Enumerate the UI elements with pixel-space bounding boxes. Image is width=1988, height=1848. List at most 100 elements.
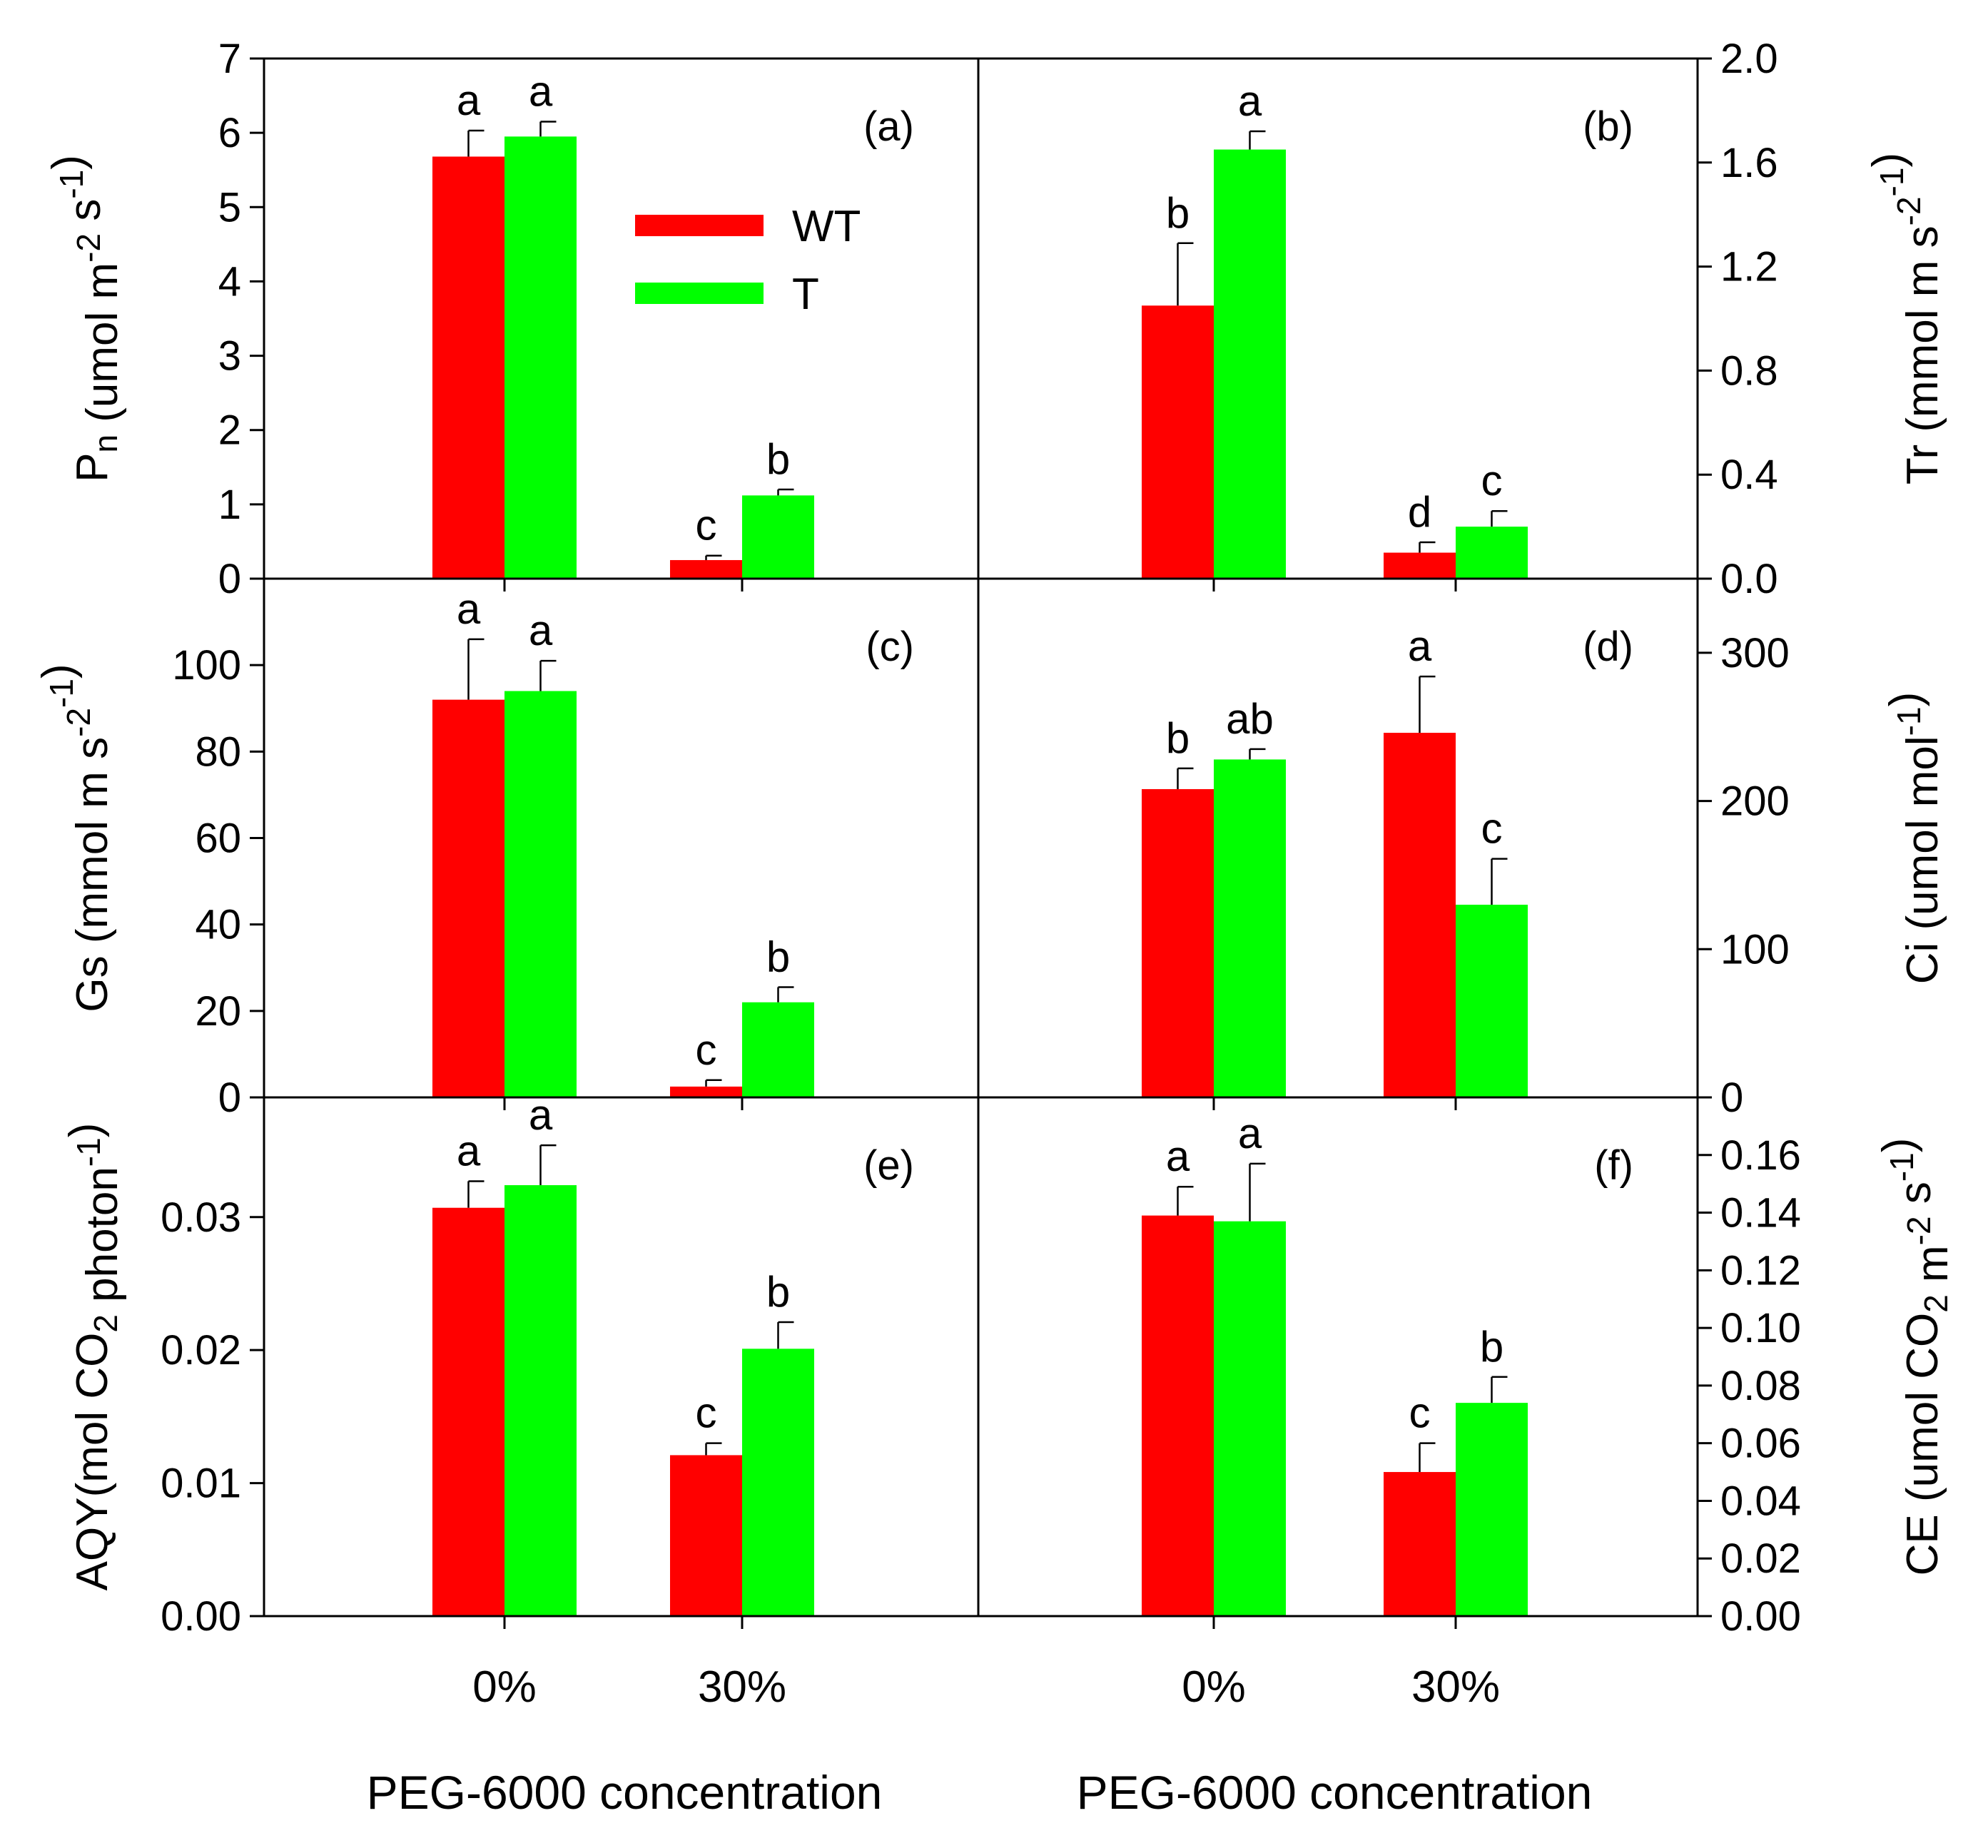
y-tick-label: 0.01 — [161, 1461, 241, 1507]
y-tick-label: 0.10 — [1720, 1305, 1801, 1351]
panel-b: 0.0 0.4 0.8 1.2 1.6 2.0 b d a c (b) Tr (mmol m s-2-… — [1142, 36, 1947, 602]
panel-a: 0 1 2 3 4 5 6 7 a c a b (a) Pn (umol m-2 s-1) — [44, 36, 914, 602]
bar-t-0pct — [1214, 759, 1286, 1097]
bar-wt-0pct — [432, 1207, 504, 1616]
significance-letter: c — [1409, 1389, 1431, 1437]
y-axis-title-part: 2 — [1917, 1294, 1954, 1313]
y-axis-title-part: -2 — [1900, 1216, 1937, 1245]
y-tick-label: 200 — [1720, 778, 1790, 825]
significance-letter: d — [1408, 488, 1431, 536]
y-axis-title-part: Ci (umol mol — [1898, 736, 1947, 984]
y-axis-title-part: n — [87, 435, 124, 453]
y-tick-label: 0.02 — [1720, 1535, 1801, 1582]
y-tick-label: 100 — [1720, 926, 1790, 973]
y-axis-title-part: -2 — [70, 233, 107, 263]
y-tick-label: 0.06 — [1720, 1421, 1801, 1467]
y-tick-label: 0.8 — [1720, 347, 1778, 394]
y-tick-label: 0.14 — [1720, 1190, 1801, 1237]
y-tick-label: 0 — [218, 1075, 241, 1121]
y-axis-title: Gs (mmol m s-2-1) — [34, 664, 117, 1012]
y-axis-title-part: photon — [78, 1167, 127, 1314]
legend-label-t: T — [792, 270, 819, 319]
panel-label: (a) — [863, 103, 914, 150]
significance-letter: a — [1166, 1132, 1190, 1180]
bar-t-0pct — [1214, 1221, 1286, 1616]
significance-letter: c — [696, 1389, 717, 1437]
y-tick-label: 60 — [195, 816, 241, 862]
significance-letter: c — [1481, 805, 1503, 853]
y-axis-title-part: -1 — [53, 170, 90, 199]
significance-letter: ab — [1226, 695, 1274, 743]
bar-wt-30pct — [670, 1455, 742, 1616]
outer-frame — [263, 57, 1699, 1618]
y-tick-label: 1.2 — [1720, 244, 1778, 290]
y-axis-title-part: Gs (mmol m — [68, 771, 117, 1012]
bar-t-30pct — [742, 1349, 814, 1616]
significance-letter: a — [457, 585, 481, 633]
y-axis-title-part: ) — [1881, 692, 1930, 707]
y-tick-label: 300 — [1720, 630, 1790, 676]
y-tick-label: 3 — [218, 333, 241, 380]
y-axis-title-part: ) — [1874, 1138, 1923, 1153]
y-axis-title-part: -1 — [43, 679, 80, 708]
significance-letter: b — [766, 1268, 790, 1316]
y-tick-label: 0.03 — [161, 1194, 241, 1241]
bar-wt-0pct — [1142, 788, 1214, 1097]
bar-t-0pct — [504, 1185, 577, 1616]
y-tick-label: 40 — [195, 902, 241, 948]
x-axis-title-right: PEG-6000 concentration — [1077, 1766, 1593, 1819]
y-tick-label: 0.04 — [1720, 1478, 1801, 1524]
bar-t-0pct — [504, 136, 577, 579]
panel-c: 0 20 40 60 80 100 a c a b (c) Gs (mmol m s-2-1) — [34, 585, 914, 1121]
y-tick-label: 2 — [218, 407, 241, 454]
y-tick-label: 2.0 — [1720, 36, 1778, 82]
bar-wt-0pct — [432, 699, 504, 1097]
y-axis-title-part: s — [1891, 1182, 1940, 1216]
y-tick-label: 0.4 — [1720, 452, 1778, 498]
y-axis-title-part: CE (umol CO — [1898, 1313, 1947, 1576]
bar-wt-30pct — [1384, 552, 1456, 579]
legend: WT T — [635, 202, 861, 319]
y-tick-label: 0 — [218, 556, 241, 602]
bar-wt-0pct — [432, 156, 504, 579]
y-axis-title-part: -1 — [1873, 168, 1910, 197]
bar-t-30pct — [1456, 1403, 1528, 1616]
panel-d: 0 100 200 300 b a ab c (d) Ci (umol mol-1) — [1142, 622, 1947, 1121]
bar-wt-30pct — [1384, 733, 1456, 1097]
y-tick-label: 0.16 — [1720, 1132, 1801, 1179]
y-axis-title-part: -2 — [1890, 196, 1927, 225]
panel-label: (e) — [863, 1142, 914, 1189]
y-axis-title-part: -1 — [1890, 706, 1927, 736]
significance-letter: b — [1166, 189, 1190, 237]
y-tick-label: 4 — [218, 258, 241, 305]
significance-letter: c — [1481, 457, 1503, 504]
y-axis-title: AQY(mol CO2 photon-1) — [61, 1123, 127, 1591]
bar-t-30pct — [742, 1002, 814, 1097]
y-axis-title-part: P — [68, 453, 117, 482]
significance-letter: a — [1238, 77, 1262, 125]
significance-letter: b — [766, 435, 790, 483]
y-axis-title: CE (umol CO2 m-2 s-1) — [1874, 1138, 1957, 1576]
legend-label-wt: WT — [792, 202, 861, 251]
legend-swatch-t — [635, 283, 764, 304]
significance-letter: c — [696, 502, 717, 549]
x-axis-title-left: PEG-6000 concentration — [367, 1766, 883, 1819]
bar-wt-0pct — [1142, 305, 1214, 579]
y-axis-title: Ci (umol mol-1) — [1881, 692, 1947, 985]
panel-e: 0.00 0.01 0.02 0.03 a c a b (e) AQY(mol CO2 photo… — [61, 1091, 914, 1712]
significance-letter: a — [1238, 1110, 1262, 1157]
significance-letter: a — [457, 76, 481, 124]
significance-letter: a — [529, 68, 553, 116]
significance-letter: a — [529, 606, 553, 654]
bar-wt-30pct — [670, 1086, 742, 1097]
y-axis-title-part: m — [1908, 1245, 1957, 1294]
significance-letter: a — [1408, 622, 1432, 670]
panel-label: (b) — [1583, 103, 1633, 150]
panel-f: 0.00 0.02 0.04 0.06 0.08 0.10 0.12 0.14 0.16 a c a b… — [1142, 1110, 1957, 1712]
y-tick-label: 7 — [218, 36, 241, 82]
x-category-label: 0% — [1182, 1662, 1246, 1712]
y-axis-title-part: s — [68, 737, 117, 771]
significance-letter: c — [696, 1026, 717, 1074]
